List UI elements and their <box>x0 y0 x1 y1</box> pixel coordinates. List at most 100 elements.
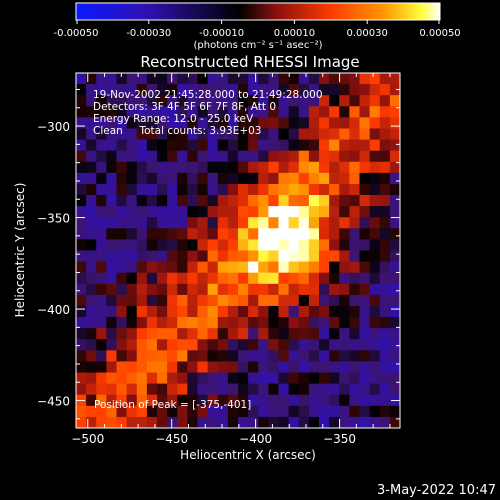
heatmap-cell <box>207 84 219 96</box>
heatmap-cell <box>258 372 269 385</box>
heatmap-cell <box>329 73 340 85</box>
heatmap-cell <box>157 294 168 307</box>
heatmap-cell <box>298 261 310 274</box>
heatmap-cell <box>126 117 138 130</box>
heatmap-cell <box>349 283 361 296</box>
heatmap-cell <box>359 261 371 274</box>
heatmap-cell <box>106 394 118 407</box>
heatmap-cell <box>146 283 158 296</box>
heatmap-cell <box>389 195 400 207</box>
heatmap-cell <box>268 195 280 207</box>
heatmap-cell <box>379 95 391 107</box>
heatmap-cell <box>136 339 148 351</box>
heatmap-cell <box>167 394 178 407</box>
heatmap-cell <box>248 106 259 118</box>
heatmap-cell <box>238 239 249 252</box>
heatmap-cell <box>379 416 391 428</box>
heatmap-cell <box>379 217 391 229</box>
heatmap-cell <box>238 416 249 428</box>
heatmap-cell <box>96 350 107 363</box>
heatmap-cell <box>217 228 229 240</box>
heatmap-cell <box>217 305 229 318</box>
heatmap-cell <box>76 339 87 351</box>
heatmap-cell <box>76 372 87 385</box>
heatmap-cell <box>136 183 148 196</box>
heatmap-cell <box>369 383 381 396</box>
heatmap-cell <box>349 350 361 363</box>
heatmap-cell <box>167 106 178 118</box>
heatmap-cell <box>268 183 280 196</box>
heatmap-cell <box>187 206 199 218</box>
heatmap-cell <box>227 206 239 218</box>
heatmap-cell <box>106 250 118 263</box>
heatmap-cell <box>96 117 107 130</box>
heatmap-cell <box>308 228 320 240</box>
heatmap-cell <box>258 183 269 196</box>
heatmap-cell <box>76 250 87 263</box>
heatmap-cell <box>217 250 229 263</box>
heatmap-cell <box>96 106 107 118</box>
heatmap-cell <box>86 361 97 374</box>
heatmap-cell <box>238 183 249 196</box>
heatmap-cell <box>207 372 219 385</box>
heatmap-cell <box>238 272 249 285</box>
heatmap-cell <box>96 416 107 428</box>
heatmap-cell <box>288 95 300 107</box>
heatmap-cell <box>379 84 391 96</box>
heatmap-cell <box>146 405 158 418</box>
heatmap-cell <box>167 272 178 285</box>
heatmap-cell <box>86 317 97 329</box>
heatmap-cell <box>308 128 320 141</box>
heatmap-cell <box>298 239 310 252</box>
heatmap-cell <box>116 95 128 107</box>
heatmap-cell <box>136 361 148 374</box>
heatmap-cell <box>258 128 269 141</box>
heatmap-cell <box>349 228 361 240</box>
heatmap-cell <box>207 139 219 152</box>
heatmap-cell <box>308 73 320 85</box>
heatmap-cell <box>319 405 330 418</box>
heatmap-cell <box>379 305 391 318</box>
heatmap-cell <box>389 261 400 274</box>
heatmap-cell <box>217 106 229 118</box>
heatmap-cell <box>207 405 219 418</box>
heatmap-cell <box>96 394 107 407</box>
heatmap-cell <box>298 416 310 428</box>
heatmap-cell <box>359 195 371 207</box>
heatmap-cell <box>177 272 188 285</box>
colorbar-gradient <box>76 3 440 20</box>
heatmap-cell <box>116 172 128 185</box>
heatmap-cell <box>258 172 269 185</box>
heatmap-cell <box>339 84 350 96</box>
heatmap-cell <box>359 294 371 307</box>
heatmap-cell <box>308 305 320 318</box>
heatmap-cell <box>339 172 350 185</box>
heatmap-cell <box>76 305 87 318</box>
heatmap-cell <box>126 183 138 196</box>
heatmap-cell <box>359 272 371 285</box>
heatmap-cell <box>187 317 199 329</box>
heatmap-cell <box>288 339 300 351</box>
heatmap-cell <box>298 73 310 85</box>
heatmap-cell <box>339 206 350 218</box>
heatmap-cell <box>177 405 188 418</box>
heatmap-cell <box>379 106 391 118</box>
heatmap-cell <box>369 161 381 174</box>
heatmap-cell <box>96 383 107 396</box>
heatmap-cell <box>86 383 97 396</box>
heatmap-cell <box>329 206 340 218</box>
heatmap-cell <box>278 350 290 363</box>
heatmap-cell <box>389 206 400 218</box>
heatmap-cell <box>298 250 310 263</box>
heatmap-cell <box>319 261 330 274</box>
peak-position-label: Position of Peak = [-375,-401] <box>94 399 251 411</box>
heatmap-cell <box>167 139 178 152</box>
heatmap-cell <box>319 294 330 307</box>
heatmap-cell <box>167 150 178 163</box>
heatmap-cell <box>177 73 188 85</box>
heatmap-cell <box>238 394 249 407</box>
heatmap-cell <box>298 84 310 96</box>
heatmap-cell <box>157 117 168 130</box>
heatmap-cell <box>86 272 97 285</box>
